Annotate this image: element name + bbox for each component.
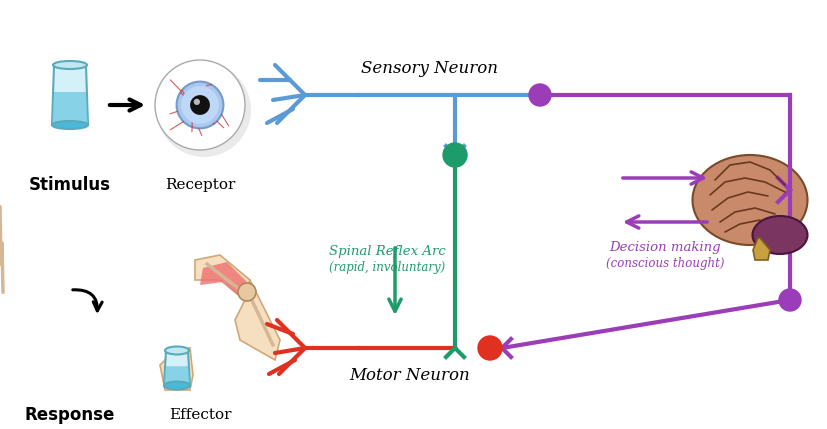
Circle shape xyxy=(194,99,200,105)
Text: (conscious thought): (conscious thought) xyxy=(605,257,724,271)
Text: Spinal Reflex Arc: Spinal Reflex Arc xyxy=(328,245,445,259)
Polygon shape xyxy=(752,238,769,260)
Text: Response: Response xyxy=(25,406,115,424)
Polygon shape xyxy=(52,65,88,125)
Ellipse shape xyxy=(691,155,806,245)
Text: Stimulus: Stimulus xyxy=(29,176,111,194)
Polygon shape xyxy=(235,280,280,360)
Circle shape xyxy=(155,60,245,150)
Polygon shape xyxy=(200,262,250,302)
Text: Sensory Neuron: Sensory Neuron xyxy=(361,60,498,76)
Circle shape xyxy=(442,143,466,167)
Circle shape xyxy=(778,289,800,311)
Ellipse shape xyxy=(752,216,806,254)
Circle shape xyxy=(237,283,256,301)
Text: (rapid, involuntary): (rapid, involuntary) xyxy=(328,262,445,275)
Polygon shape xyxy=(164,366,189,386)
Text: Decision making: Decision making xyxy=(609,242,720,254)
Text: Receptor: Receptor xyxy=(165,178,235,192)
Polygon shape xyxy=(160,348,193,390)
Polygon shape xyxy=(52,92,88,125)
Ellipse shape xyxy=(164,381,189,390)
Ellipse shape xyxy=(157,63,251,157)
Circle shape xyxy=(181,86,218,124)
Polygon shape xyxy=(164,350,189,386)
Polygon shape xyxy=(195,255,250,300)
Circle shape xyxy=(477,336,501,360)
Text: Motor Neuron: Motor Neuron xyxy=(349,366,470,384)
Ellipse shape xyxy=(52,121,88,129)
Text: Effector: Effector xyxy=(169,408,231,422)
Circle shape xyxy=(528,84,550,106)
Ellipse shape xyxy=(53,61,87,69)
Circle shape xyxy=(176,82,223,128)
Circle shape xyxy=(190,95,210,115)
Ellipse shape xyxy=(165,347,189,354)
